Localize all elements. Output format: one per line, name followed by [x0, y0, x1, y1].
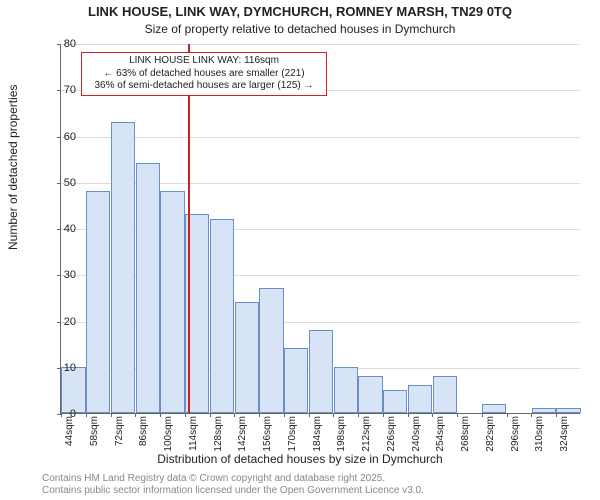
x-tick-mark [556, 413, 557, 417]
x-tick-label: 86sqm [138, 416, 149, 446]
x-tick-label: 170sqm [287, 416, 298, 452]
histogram-bar [408, 385, 432, 413]
x-tick-mark [259, 413, 260, 417]
x-tick-mark [432, 413, 433, 417]
x-tick-mark [482, 413, 483, 417]
histogram-bar [482, 404, 506, 413]
plot-area: 44sqm58sqm72sqm86sqm100sqm114sqm128sqm14… [60, 44, 580, 414]
histogram-bar [136, 163, 160, 413]
histogram-bar [259, 288, 283, 413]
histogram-bar [383, 390, 407, 413]
y-axis-label: Number of detached properties [6, 85, 20, 250]
x-tick-label: 184sqm [312, 416, 323, 452]
x-axis-label: Distribution of detached houses by size … [0, 452, 600, 466]
gridline [61, 44, 580, 45]
x-tick-label: 44sqm [64, 416, 75, 446]
x-tick-mark [383, 413, 384, 417]
x-tick-label: 282sqm [485, 416, 496, 452]
y-tick-label: 40 [46, 223, 76, 235]
x-tick-mark [531, 413, 532, 417]
histogram-bar [86, 191, 110, 413]
x-tick-mark [284, 413, 285, 417]
x-tick-mark [408, 413, 409, 417]
histogram-bar [334, 367, 358, 413]
x-tick-mark [358, 413, 359, 417]
x-tick-mark [234, 413, 235, 417]
callout-line-3: 36% of semi-detached houses are larger (… [86, 80, 322, 93]
histogram-bar [160, 191, 184, 413]
x-tick-label: 296sqm [510, 416, 521, 452]
y-tick-label: 60 [46, 131, 76, 143]
x-tick-label: 142sqm [237, 416, 248, 452]
chart-subtitle: Size of property relative to detached ho… [0, 22, 600, 36]
x-tick-label: 198sqm [336, 416, 347, 452]
chart-container: LINK HOUSE, LINK WAY, DYMCHURCH, ROMNEY … [0, 0, 600, 500]
callout-line-2: ← 63% of detached houses are smaller (22… [86, 68, 322, 81]
x-tick-mark [160, 413, 161, 417]
x-tick-label: 268sqm [460, 416, 471, 452]
histogram-bar [433, 376, 457, 413]
x-tick-mark [333, 413, 334, 417]
x-tick-mark [309, 413, 310, 417]
y-tick-label: 70 [46, 84, 76, 96]
x-tick-mark [210, 413, 211, 417]
x-tick-label: 72sqm [114, 416, 125, 446]
reference-line [188, 44, 190, 413]
histogram-bar [358, 376, 382, 413]
y-tick-label: 30 [46, 269, 76, 281]
histogram-bar [111, 122, 135, 413]
x-tick-label: 156sqm [262, 416, 273, 452]
x-tick-label: 114sqm [188, 416, 199, 451]
x-tick-mark [457, 413, 458, 417]
x-tick-label: 324sqm [559, 416, 570, 452]
y-tick-label: 0 [46, 408, 76, 420]
callout-line-1: LINK HOUSE LINK WAY: 116sqm [86, 55, 322, 68]
chart-title: LINK HOUSE, LINK WAY, DYMCHURCH, ROMNEY … [0, 4, 600, 19]
histogram-bar [309, 330, 333, 413]
y-tick-label: 80 [46, 38, 76, 50]
histogram-bar [210, 219, 234, 413]
x-tick-mark [507, 413, 508, 417]
footer-text-1: Contains HM Land Registry data © Crown c… [42, 473, 385, 484]
histogram-bar [284, 348, 308, 413]
x-tick-mark [185, 413, 186, 417]
x-tick-label: 240sqm [411, 416, 422, 452]
x-tick-label: 58sqm [89, 416, 100, 446]
gridline [61, 137, 580, 138]
x-tick-label: 128sqm [213, 416, 224, 452]
x-tick-label: 254sqm [435, 416, 446, 452]
x-tick-label: 100sqm [163, 416, 174, 452]
y-tick-label: 10 [46, 362, 76, 374]
reference-callout: LINK HOUSE LINK WAY: 116sqm ← 63% of det… [81, 52, 327, 96]
x-tick-label: 226sqm [386, 416, 397, 452]
footer-text-2: Contains public sector information licen… [42, 485, 424, 496]
histogram-bar [532, 408, 556, 413]
y-tick-label: 20 [46, 316, 76, 328]
x-tick-mark [111, 413, 112, 417]
histogram-bar [235, 302, 259, 413]
histogram-bar [556, 408, 580, 413]
x-tick-mark [86, 413, 87, 417]
x-tick-label: 310sqm [534, 416, 545, 452]
x-tick-mark [135, 413, 136, 417]
x-tick-label: 212sqm [361, 416, 372, 452]
y-tick-label: 50 [46, 177, 76, 189]
